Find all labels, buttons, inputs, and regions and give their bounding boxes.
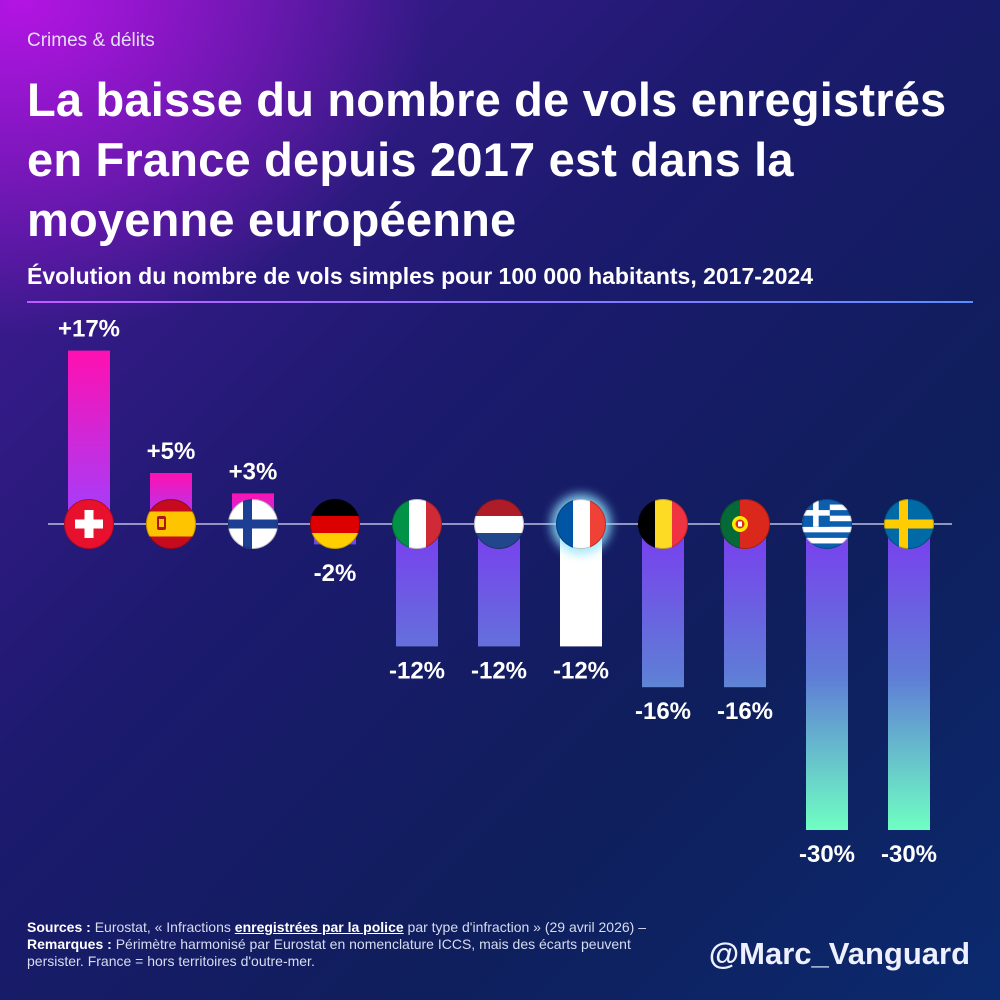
value-label: +17% [58, 316, 120, 343]
category-label: Crimes & délits [27, 30, 155, 51]
flag-netherlands-icon [474, 499, 524, 549]
bar-suède [888, 524, 930, 830]
bar-belgique [642, 524, 684, 688]
value-label: +5% [147, 438, 196, 465]
flag-germany-icon [310, 499, 360, 549]
value-label: -30% [799, 841, 855, 868]
flag-greece-icon [802, 499, 852, 549]
flag-spain-icon [146, 499, 196, 549]
chart-title: La baisse du nombre de vols enregistrés … [27, 73, 947, 246]
sources-text: Eurostat, « Infractions [90, 919, 235, 935]
value-label: -30% [881, 841, 937, 868]
flag-belgium-icon [638, 499, 688, 549]
bar-grèce [806, 524, 848, 830]
flag-switzerland-icon [64, 499, 114, 549]
value-label: +3% [229, 458, 278, 485]
flag-finland-icon [228, 499, 278, 549]
flag-portugal-icon [720, 499, 770, 549]
bar-portugal [724, 524, 766, 688]
remarks-text: Périmètre harmonisé par Eurostat en nome… [27, 936, 631, 969]
value-label: -16% [635, 698, 691, 725]
value-label: -2% [314, 560, 357, 587]
sources-text-2: par type d'infraction » (29 avril 2026) … [403, 919, 647, 935]
source-note: Sources : Eurostat, « Infractions enregi… [27, 919, 687, 970]
bar-suisse [68, 350, 110, 524]
flag-sweden-icon [884, 499, 934, 549]
value-label: -12% [389, 657, 445, 684]
value-label: -12% [553, 657, 609, 684]
flag-france-icon [556, 499, 606, 549]
author-handle: @Marc_Vanguard [708, 936, 970, 971]
sources-link[interactable]: enregistrées par la police [234, 919, 404, 935]
value-label: -16% [717, 698, 773, 725]
chart-subtitle: Évolution du nombre de vols simples pour… [27, 263, 814, 289]
sources-label: Sources : [27, 919, 91, 935]
subtitle-divider [27, 301, 973, 303]
value-label: -12% [471, 657, 527, 684]
remarks-label: Remarques : [27, 936, 112, 952]
flag-italy-icon [392, 499, 442, 549]
